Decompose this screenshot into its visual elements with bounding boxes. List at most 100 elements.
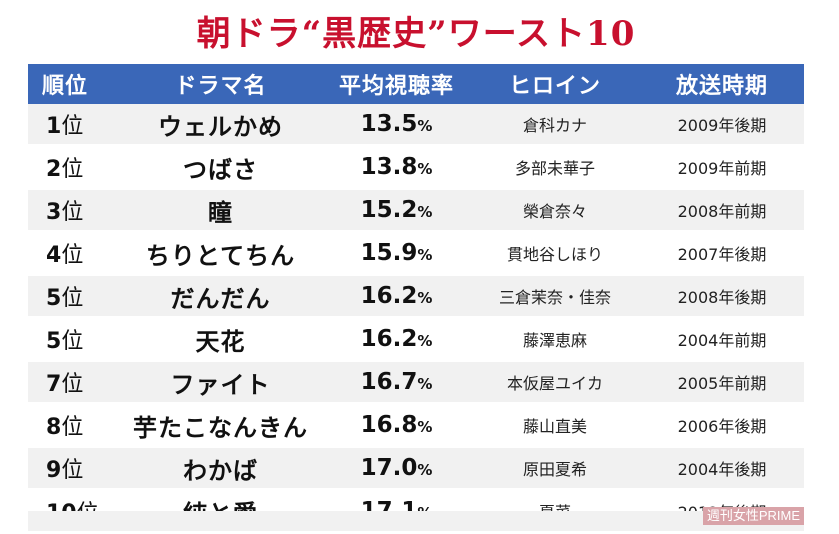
heroine-name: 藤山直美 (470, 403, 640, 448)
percent-sign: % (417, 375, 433, 393)
rank-cell: 5位 (28, 317, 118, 362)
rank-cell: 2位 (28, 145, 118, 190)
heroine-name: 原田夏希 (470, 446, 640, 491)
rank-number: 3 (46, 200, 62, 225)
heroine-name: 貫地谷しほり (470, 231, 640, 276)
rating-cell: 13.5% (323, 104, 470, 147)
rank-cell: 3位 (28, 188, 118, 233)
rank-cell: 9位 (28, 446, 118, 491)
percent-sign: % (417, 246, 433, 264)
drama-title: ちりとてちん (118, 231, 323, 276)
drama-title: だんだん (118, 274, 323, 319)
percent-sign: % (417, 418, 433, 436)
table-body: 1位 ウェルかめ 13.5% 倉科カナ 2009年後期 2位 つばさ 13.8%… (28, 104, 804, 534)
header-period: 放送時期 (640, 64, 804, 104)
rating-cell: 16.2% (323, 274, 470, 319)
percent-sign: % (417, 117, 433, 135)
broadcast-period: 2004年前期 (640, 317, 804, 362)
page-title: 朝ドラ“黒歴史”ワースト10 (196, 14, 636, 54)
rank-cell: 7位 (28, 360, 118, 405)
rating-value: 13.8 (360, 154, 418, 180)
header-rating: 平均視聴率 (323, 64, 470, 104)
broadcast-period: 2009年前期 (640, 145, 804, 190)
table-row: 3位 瞳 15.2% 榮倉奈々 2008年前期 (28, 188, 804, 233)
broadcast-period: 2008年後期 (640, 274, 804, 319)
table-row: 7位 ファイト 16.7% 本仮屋ユイカ 2005年前期 (28, 360, 804, 405)
credit-watermark: 週刊女性PRIME (702, 507, 804, 525)
broadcast-period: 2007年後期 (640, 231, 804, 276)
rating-value: 16.2 (360, 283, 418, 309)
percent-sign: % (417, 332, 433, 350)
drama-title: つばさ (118, 145, 323, 190)
drama-title: 天花 (118, 317, 323, 362)
heroine-name: 倉科カナ (470, 104, 640, 147)
rank-suffix: 位 (61, 286, 84, 311)
percent-sign: % (417, 289, 433, 307)
rank-number: 9 (46, 458, 62, 483)
rating-value: 17.0 (360, 455, 418, 481)
rank-suffix: 位 (61, 372, 84, 397)
ranking-table: 順位 ドラマ名 平均視聴率 ヒロイン 放送時期 1位 ウェルかめ 13.5% 倉… (28, 64, 804, 534)
rank-number: 2 (46, 157, 62, 182)
broadcast-period: 2006年後期 (640, 403, 804, 448)
rating-value: 15.2 (360, 197, 418, 223)
rating-cell: 13.8% (323, 145, 470, 190)
header-heroine: ヒロイン (470, 64, 640, 104)
rank-suffix: 位 (61, 114, 84, 139)
rank-suffix: 位 (61, 243, 84, 268)
rating-cell: 16.7% (323, 360, 470, 405)
broadcast-period: 2004年後期 (640, 446, 804, 491)
drama-title: 瞳 (118, 188, 323, 233)
drama-title: わかば (118, 446, 323, 491)
heroine-name: 本仮屋ユイカ (470, 360, 640, 405)
rating-value: 16.7 (360, 369, 418, 395)
rating-cell: 17.0% (323, 446, 470, 491)
rank-suffix: 位 (61, 458, 84, 483)
table-row: 8位 芋たこなんきん 16.8% 藤山直美 2006年後期 (28, 403, 804, 448)
rating-value: 13.5 (360, 111, 418, 137)
rank-cell: 1位 (28, 104, 118, 147)
heroine-name: 榮倉奈々 (470, 188, 640, 233)
bottom-strip (28, 511, 804, 531)
table-row: 5位 天花 16.2% 藤澤恵麻 2004年前期 (28, 317, 804, 362)
heroine-name: 三倉茉奈・佳奈 (470, 274, 640, 319)
rank-suffix: 位 (61, 200, 84, 225)
rating-cell: 15.9% (323, 231, 470, 276)
percent-sign: % (417, 203, 433, 221)
broadcast-period: 2008年前期 (640, 188, 804, 233)
rank-number: 7 (46, 372, 62, 397)
rating-cell: 16.8% (323, 403, 470, 448)
rank-suffix: 位 (61, 157, 84, 182)
broadcast-period: 2005年前期 (640, 360, 804, 405)
table-row: 1位 ウェルかめ 13.5% 倉科カナ 2009年後期 (28, 104, 804, 147)
rating-value: 15.9 (360, 240, 418, 266)
rating-cell: 16.2% (323, 317, 470, 362)
rank-number: 5 (46, 286, 62, 311)
table-row: 9位 わかば 17.0% 原田夏希 2004年後期 (28, 446, 804, 491)
rating-cell: 15.2% (323, 188, 470, 233)
table-row: 2位 つばさ 13.8% 多部未華子 2009年前期 (28, 145, 804, 190)
table-row: 5位 だんだん 16.2% 三倉茉奈・佳奈 2008年後期 (28, 274, 804, 319)
rank-cell: 8位 (28, 403, 118, 448)
heroine-name: 藤澤恵麻 (470, 317, 640, 362)
heroine-name: 多部未華子 (470, 145, 640, 190)
drama-title: 芋たこなんきん (118, 403, 323, 448)
rank-number: 4 (46, 243, 62, 268)
broadcast-period: 2009年後期 (640, 104, 804, 147)
drama-title: ファイト (118, 360, 323, 405)
drama-title: ウェルかめ (118, 104, 323, 147)
table-row: 4位 ちりとてちん 15.9% 貫地谷しほり 2007年後期 (28, 231, 804, 276)
header-drama: ドラマ名 (118, 64, 323, 104)
rating-value: 16.8 (360, 412, 418, 438)
rank-cell: 5位 (28, 274, 118, 319)
rank-cell: 4位 (28, 231, 118, 276)
rating-value: 16.2 (360, 326, 418, 352)
ranking-panel: 朝ドラ“黒歴史”ワースト10 順位 ドラマ名 平均視聴率 ヒロイン 放送時期 1… (28, 0, 804, 534)
rank-number: 5 (46, 329, 62, 354)
rank-suffix: 位 (61, 415, 84, 440)
header-rank: 順位 (28, 64, 118, 104)
percent-sign: % (417, 461, 433, 479)
percent-sign: % (417, 160, 433, 178)
rank-number: 1 (46, 114, 62, 139)
